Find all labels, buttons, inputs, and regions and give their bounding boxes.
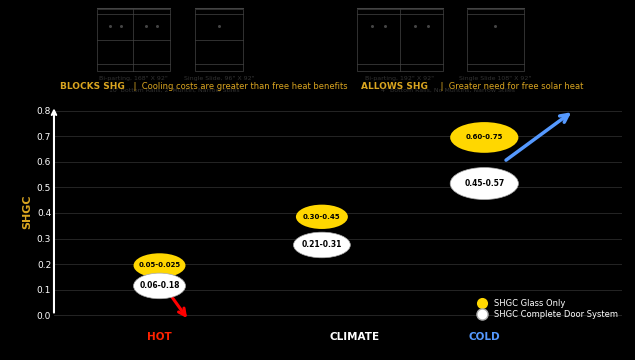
Text: 0.60-0.75: 0.60-0.75 [465,134,503,140]
Text: Bi-parting, 192" X 92": Bi-parting, 192" X 92" [366,76,434,81]
Ellipse shape [296,204,348,229]
Text: 0.21-0.31: 0.21-0.31 [302,240,342,249]
Text: COLD: COLD [469,332,500,342]
Y-axis label: SHGC: SHGC [23,194,32,229]
Bar [467,9,524,71]
Text: |  Greater need for free solar heat: | Greater need for free solar heat [438,82,583,91]
Bar [357,9,443,71]
Bar [196,9,243,71]
Ellipse shape [133,273,185,299]
Text: 0.45-0.57: 0.45-0.57 [464,179,504,188]
Ellipse shape [133,253,185,278]
Text: 0.30-0.45: 0.30-0.45 [303,214,341,220]
Ellipse shape [450,167,518,199]
Text: |  Cooling costs are greater than free heat benefits: | Cooling costs are greater than free he… [131,82,347,91]
Text: ALLOWS SHG: ALLOWS SHG [361,82,428,91]
Text: Single Slide 108" X 92": Single Slide 108" X 92" [459,76,531,81]
Text: 4" Bottom Rails, No Muntins, Narrow Stiles: 4" Bottom Rails, No Muntins, Narrow Stil… [380,88,515,93]
Ellipse shape [293,232,351,258]
Ellipse shape [450,122,518,153]
Text: 0.05-0.025: 0.05-0.025 [138,262,180,269]
Text: Bi-parting, 168" X 92": Bi-parting, 168" X 92" [99,76,168,81]
Legend: SHGC Glass Only, SHGC Complete Door System: SHGC Glass Only, SHGC Complete Door Syst… [474,299,618,319]
Text: BLOCKS SHG: BLOCKS SHG [60,82,124,91]
Text: 10' Bottom Rails, 2' Muntin, Narrow Stiles: 10' Bottom Rails, 2' Muntin, Narrow Stil… [109,88,240,93]
Text: HOT: HOT [147,332,172,342]
Text: Single Slide, 96" X 92": Single Slide, 96" X 92" [184,76,255,81]
Text: 0.06-0.18: 0.06-0.18 [139,282,180,291]
Bar [97,9,170,71]
Text: CLIMATE: CLIMATE [330,332,380,342]
